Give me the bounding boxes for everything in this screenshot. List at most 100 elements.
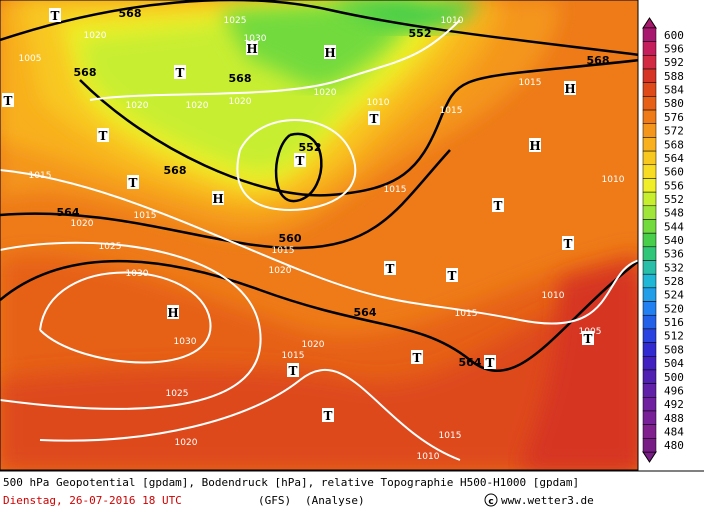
colorbar-label: 580 (664, 97, 684, 110)
colorbar-label: 544 (664, 220, 684, 233)
center-box (174, 65, 186, 79)
pressure-label: 1020 (175, 438, 198, 448)
colorbar-swatch (642, 191, 657, 207)
colorbar-swatch (642, 82, 657, 97)
pressure-label: 1020 (186, 101, 209, 111)
colorbar-swatch (642, 164, 657, 179)
colorbar-label: 600 (664, 29, 684, 42)
colorbar-cap (642, 451, 657, 463)
geopotential-label: 552 (409, 27, 432, 40)
colorbar-swatch (642, 55, 657, 70)
colorbar-label: 560 (664, 166, 684, 179)
colorbar-label: 596 (664, 43, 684, 56)
pressure-center: H (324, 46, 335, 60)
center-box (322, 408, 334, 422)
center-box (411, 350, 423, 364)
colorbar-swatch (642, 178, 657, 193)
footer-date: Dienstag, 26-07-2016 18 UTC (3, 494, 182, 507)
map (0, 0, 638, 470)
colorbar-label: 576 (664, 111, 684, 124)
colorbar-swatch (642, 260, 657, 275)
pressure-center: T (4, 94, 13, 108)
pressure-label: 1015 (282, 351, 305, 361)
pressure-label: 1020 (71, 219, 94, 229)
colorbar-swatch (642, 369, 657, 384)
colorbar-label: 540 (664, 234, 684, 247)
colorbar: 6005965925885845805765725685645605565525… (642, 17, 684, 463)
colorbar-swatch (642, 383, 657, 398)
pressure-label: 1030 (126, 269, 149, 279)
center-box (212, 191, 224, 205)
center-box (167, 305, 179, 319)
geopotential-label: 568 (74, 66, 97, 79)
colorbar-swatch (642, 287, 657, 302)
pressure-label: 1010 (602, 175, 625, 185)
pressure-contour (89, 19, 461, 101)
colorbar-cap (642, 17, 657, 29)
center-box (484, 355, 496, 369)
pressure-center: T (386, 262, 395, 276)
pressure-label: 1020 (84, 31, 107, 41)
center-box (294, 153, 306, 167)
colorbar-label: 492 (664, 398, 684, 411)
geopotential-label: 568 (587, 54, 610, 67)
colorbar-label: 592 (664, 56, 684, 69)
pressure-center: T (370, 112, 379, 126)
geopotential-label: 564 (459, 356, 482, 369)
pressure-label: 1015 (519, 78, 542, 88)
colorbar-swatch (642, 96, 657, 111)
footer-source: www.wetter3.de (501, 494, 594, 507)
center-box (562, 236, 574, 250)
pressure-center: H (212, 192, 223, 206)
center-box (324, 45, 336, 59)
pressure-contour (0, 169, 638, 325)
pressure-label: 1015 (440, 106, 463, 116)
geopotential-label: 568 (229, 72, 252, 85)
colorbar-label: 512 (664, 330, 684, 343)
pressure-center: T (289, 364, 298, 378)
pressure-label: 1030 (174, 337, 197, 347)
colorbar-label: 488 (664, 412, 684, 425)
geo-contour (274, 132, 323, 203)
pressure-contour (39, 271, 212, 364)
field (520, 260, 638, 470)
pressure-center: T (486, 356, 495, 370)
geopotential-label: 552 (299, 141, 322, 154)
colorbar-label: 584 (664, 84, 684, 97)
pressure-label: 1015 (272, 246, 295, 256)
colorbar-swatch (642, 205, 657, 220)
pressure-label: 1025 (224, 16, 247, 26)
field (330, 0, 480, 33)
center-box (2, 93, 14, 107)
pressure-label: 1020 (314, 88, 337, 98)
colorbar-swatch (642, 109, 657, 124)
copyright-c: c (488, 497, 493, 507)
footer-title: 500 hPa Geopotential [gpdam], Bodendruck… (3, 476, 579, 489)
footer-run: (Analyse) (305, 494, 365, 507)
pressure-label: 1005 (19, 54, 42, 64)
colorbar-swatch (642, 246, 657, 261)
colorbar-label: 528 (664, 275, 684, 288)
center-box (97, 128, 109, 142)
colorbar-label: 516 (664, 316, 684, 329)
pressure-center: T (413, 351, 422, 365)
map-frame (0, 0, 639, 471)
geopotential-label: 564 (57, 206, 80, 219)
colorbar-label: 500 (664, 371, 684, 384)
center-box (49, 8, 61, 22)
geopotential-label: 568 (119, 7, 142, 20)
pressure-center: T (129, 176, 138, 190)
colorbar-swatch (642, 342, 657, 357)
pressure-center: H (564, 82, 575, 96)
colorbar-label: 588 (664, 70, 684, 83)
pressure-center: H (167, 306, 178, 320)
colorbar-swatch (642, 424, 657, 439)
geopotential-label: 560 (279, 232, 302, 245)
contours (0, 0, 638, 461)
pressure-label: 1020 (269, 266, 292, 276)
colorbar-swatch (642, 397, 657, 412)
pressure-label: 1015 (384, 185, 407, 195)
field (0, 280, 638, 470)
colorbar-swatch (642, 301, 657, 316)
pressure-label: 1020 (302, 340, 325, 350)
